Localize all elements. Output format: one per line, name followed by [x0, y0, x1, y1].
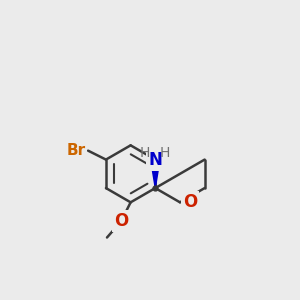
- Text: H: H: [160, 146, 170, 160]
- Text: O: O: [114, 212, 128, 230]
- Text: N: N: [148, 151, 162, 169]
- Polygon shape: [151, 160, 160, 188]
- Text: H: H: [140, 146, 151, 160]
- Text: O: O: [183, 193, 197, 211]
- Text: Br: Br: [67, 143, 86, 158]
